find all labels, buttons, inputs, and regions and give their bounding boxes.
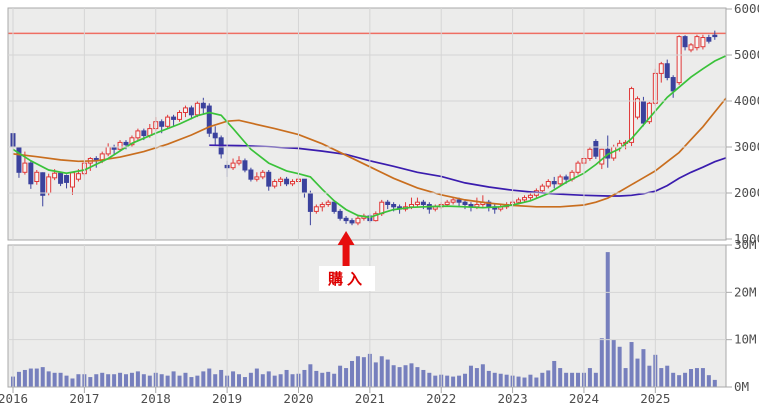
- svg-text:2022: 2022: [426, 391, 456, 406]
- svg-text:10M: 10M: [734, 332, 757, 347]
- svg-text:2024: 2024: [569, 391, 599, 406]
- svg-text:2021: 2021: [355, 391, 385, 406]
- buy-annotation: 購入: [319, 266, 375, 291]
- svg-text:2019: 2019: [212, 391, 242, 406]
- svg-text:1000: 1000: [734, 231, 759, 246]
- svg-text:2025: 2025: [640, 391, 670, 406]
- ma-short-line: [12, 54, 726, 219]
- svg-text:30M: 30M: [734, 237, 757, 252]
- volume-axis-labels: 0M 10M 20M 30M: [726, 237, 757, 394]
- svg-text:3000: 3000: [734, 139, 759, 154]
- gridlines: [8, 8, 726, 387]
- svg-text:5000: 5000: [734, 47, 759, 62]
- svg-text:2000: 2000: [734, 185, 759, 200]
- candles-layer: [10, 30, 718, 226]
- svg-text:2020: 2020: [283, 391, 313, 406]
- buy-arrow-icon: [337, 231, 355, 266]
- svg-text:2023: 2023: [498, 391, 528, 406]
- svg-text:2018: 2018: [141, 391, 171, 406]
- svg-text:4000: 4000: [734, 93, 759, 108]
- svg-text:0M: 0M: [734, 379, 749, 394]
- price-panel: [7, 7, 727, 241]
- svg-text:2017: 2017: [69, 391, 99, 406]
- volume-panel: [7, 244, 727, 388]
- svg-text:20M: 20M: [734, 284, 757, 299]
- svg-text:2016: 2016: [0, 391, 28, 406]
- x-axis-labels: 2016 2017 2018 2019 2020 2021 2022 2023 2024 2025: [0, 387, 670, 406]
- ma-mid-line: [12, 96, 726, 208]
- buy-annotation-text: 購入: [327, 270, 366, 288]
